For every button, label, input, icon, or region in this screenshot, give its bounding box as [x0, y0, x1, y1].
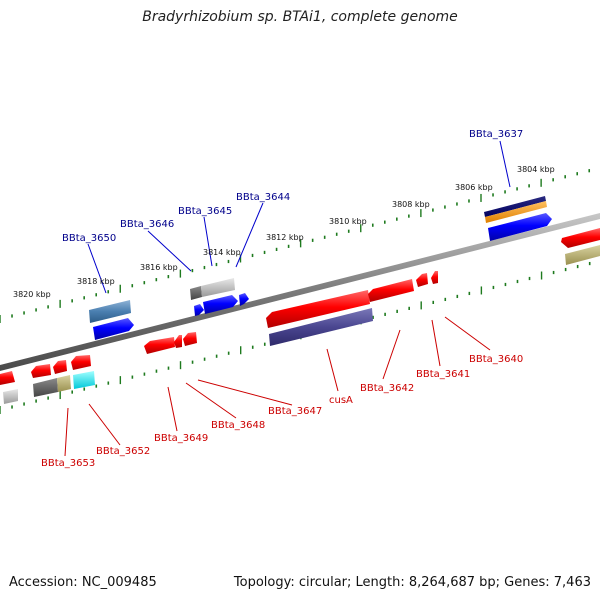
cds-reverse-arrow	[144, 337, 175, 354]
label-leader-lines	[64, 140, 511, 457]
forward-gene-labels: BBta_3637 BBta_3644 BBta_3645 BBta_3646 …	[62, 129, 523, 244]
scale-labels: 3804 kbp 3806 kbp 3808 kbp 3810 kbp 3812…	[13, 165, 555, 299]
cds-reverse-arrow	[174, 335, 182, 348]
cds-reverse-arrow	[0, 371, 15, 385]
gene-label-bbta-3648: BBta_3648	[211, 420, 265, 431]
leader-bbta-3641	[431, 319, 441, 367]
gene-label-bbta-3640: BBta_3640	[469, 354, 523, 365]
leader-bbta-3640	[444, 316, 491, 351]
cds-reverse-arrow	[561, 228, 600, 248]
scale-label: 3816 kbp	[140, 263, 178, 272]
leader-bbta-3652	[88, 403, 121, 446]
outer-scale-track	[0, 169, 591, 323]
gene-block-bbta-3645-dark	[190, 286, 202, 300]
cds-reverse-arrow	[53, 360, 67, 374]
leader-bbta-3644	[235, 202, 264, 268]
reverse-gene-labels: BBta_3640 BBta_3641 BBta_3642 cusA BBta_…	[41, 354, 523, 469]
gene-block-bbta-3653-dark	[33, 378, 58, 397]
leader-bbta-3650	[87, 243, 107, 294]
leader-cusA	[326, 348, 339, 392]
gene-block-bbta-3653-olive	[57, 375, 71, 392]
gene-block-bbta-3645-grey	[201, 278, 235, 297]
scale-label: 3808 kbp	[392, 200, 430, 209]
leader-bbta-3645	[203, 216, 213, 267]
gene-label-bbta-3653: BBta_3653	[41, 458, 95, 469]
leader-bbta-3642	[382, 329, 401, 380]
accession-text: Accession: NC_009485	[9, 575, 157, 590]
cds-reverse-arrow	[431, 271, 438, 284]
cds-reverse-arrow	[368, 279, 414, 302]
gene-label-cusA: cusA	[329, 395, 353, 406]
leader-bbta-3648	[185, 382, 237, 419]
gene-block-bbta-3652-cyan	[73, 371, 95, 389]
cds-forward-arrow	[203, 295, 238, 314]
gene-label-bbta-3646: BBta_3646	[120, 219, 174, 230]
gene-block-cusA	[269, 308, 373, 346]
cds-reverse-arrow	[266, 290, 370, 328]
gene-block-bbta-3637-orange	[485, 201, 547, 223]
scale-label: 3806 kbp	[455, 183, 493, 192]
gene-label-bbta-3645: BBta_3645	[178, 206, 232, 217]
gene-label-bbta-3637: BBta_3637	[469, 129, 523, 140]
genome-summary-text: Topology: circular; Length: 8,264,687 bp…	[233, 575, 591, 590]
leader-bbta-3647	[197, 379, 293, 406]
cds-reverse-arrow	[71, 355, 91, 370]
gene-block-bbta-3637-navy	[484, 196, 546, 217]
scale-label: 3804 kbp	[517, 165, 555, 174]
gene-label-bbta-3641: BBta_3641	[416, 369, 470, 380]
scale-label: 3818 kbp	[77, 277, 115, 286]
gene-label-bbta-3647: BBta_3647	[268, 406, 322, 417]
cds-reverse-arrow	[31, 364, 51, 378]
genome-backbone	[0, 213, 600, 371]
gene-label-bbta-3642: BBta_3642	[360, 383, 414, 394]
reverse-strand-features	[0, 271, 438, 404]
scale-label: 3814 kbp	[203, 248, 241, 257]
forward-strand-features	[89, 196, 600, 340]
leader-bbta-3653	[64, 407, 69, 457]
scale-label: 3820 kbp	[13, 290, 51, 299]
gene-label-bbta-3644: BBta_3644	[236, 192, 290, 203]
gene-label-bbta-3652: BBta_3652	[96, 446, 150, 457]
cds-forward-arrow	[194, 304, 204, 316]
cds-forward-arrow	[93, 318, 134, 340]
leader-bbta-3637	[499, 140, 511, 188]
map-title: Bradyrhizobium sp. BTAi1, complete genom…	[142, 9, 458, 25]
gene-label-bbta-3649: BBta_3649	[154, 433, 208, 444]
gene-block-bbta-3650	[89, 300, 131, 323]
cds-forward-arrow	[488, 213, 552, 241]
leader-bbta-3649	[167, 386, 178, 432]
scale-label: 3812 kbp	[266, 233, 304, 242]
gene-block-grey	[3, 389, 18, 404]
cds-reverse-arrow	[416, 273, 428, 287]
cds-forward-arrow	[239, 293, 249, 306]
cds-reverse-arrow	[183, 332, 197, 346]
gene-label-bbta-3650: BBta_3650	[62, 233, 116, 244]
gene-block-olive	[565, 245, 600, 265]
leader-bbta-3646	[147, 230, 192, 272]
scale-label: 3810 kbp	[329, 217, 367, 226]
